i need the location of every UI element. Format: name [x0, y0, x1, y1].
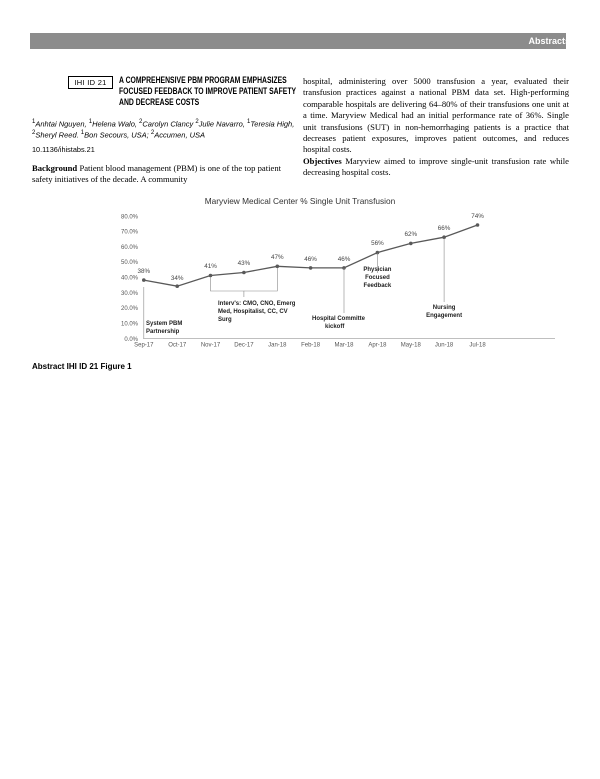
svg-text:Interv's: CMO, CNO, Emerg: Interv's: CMO, CNO, Emerg	[218, 301, 296, 307]
svg-text:Apr-18: Apr-18	[368, 343, 387, 349]
svg-text:38%: 38%	[137, 268, 150, 275]
svg-text:Feb-18: Feb-18	[301, 343, 321, 349]
svg-text:Partnership: Partnership	[146, 329, 180, 335]
svg-text:Dec-17: Dec-17	[234, 343, 254, 349]
svg-text:46%: 46%	[304, 256, 317, 263]
svg-text:40.0%: 40.0%	[121, 276, 139, 282]
svg-text:66%: 66%	[438, 225, 451, 232]
svg-text:60.0%: 60.0%	[121, 245, 139, 251]
svg-text:80.0%: 80.0%	[121, 214, 139, 220]
svg-text:kickoff: kickoff	[325, 324, 345, 330]
svg-text:Surg: Surg	[218, 317, 232, 323]
svg-text:62%: 62%	[404, 231, 417, 238]
svg-text:20.0%: 20.0%	[121, 306, 139, 312]
svg-text:Med, Hospitalist, CC, CV: Med, Hospitalist, CC, CV	[218, 309, 288, 315]
svg-text:May-18: May-18	[401, 343, 422, 349]
svg-text:Hospital Committe: Hospital Committe	[312, 316, 366, 322]
svg-text:Physician: Physician	[363, 267, 391, 273]
svg-text:10.0%: 10.0%	[121, 322, 139, 328]
svg-text:47%: 47%	[271, 254, 284, 261]
svg-text:30.0%: 30.0%	[121, 291, 139, 297]
svg-text:Oct-17: Oct-17	[168, 343, 187, 349]
svg-text:Feedback: Feedback	[364, 283, 392, 289]
svg-text:Jun-18: Jun-18	[435, 343, 454, 349]
svg-text:Nursing: Nursing	[433, 305, 456, 311]
svg-text:56%: 56%	[371, 240, 384, 247]
svg-text:74%: 74%	[471, 213, 484, 220]
svg-text:70.0%: 70.0%	[121, 230, 139, 236]
svg-text:Mar-18: Mar-18	[334, 343, 354, 349]
svg-text:34%: 34%	[171, 275, 184, 282]
svg-text:41%: 41%	[204, 263, 217, 270]
svg-text:50.0%: 50.0%	[121, 260, 139, 266]
svg-text:Sep-17: Sep-17	[134, 343, 154, 349]
svg-text:Engagement: Engagement	[426, 313, 462, 319]
svg-text:Jul-18: Jul-18	[469, 343, 486, 349]
svg-text:Focused: Focused	[365, 275, 390, 281]
svg-text:System PBM: System PBM	[146, 321, 182, 327]
svg-text:46%: 46%	[338, 256, 351, 263]
svg-text:Jan-18: Jan-18	[268, 343, 287, 349]
svg-text:Nov-17: Nov-17	[201, 343, 221, 349]
svg-text:43%: 43%	[238, 260, 251, 267]
